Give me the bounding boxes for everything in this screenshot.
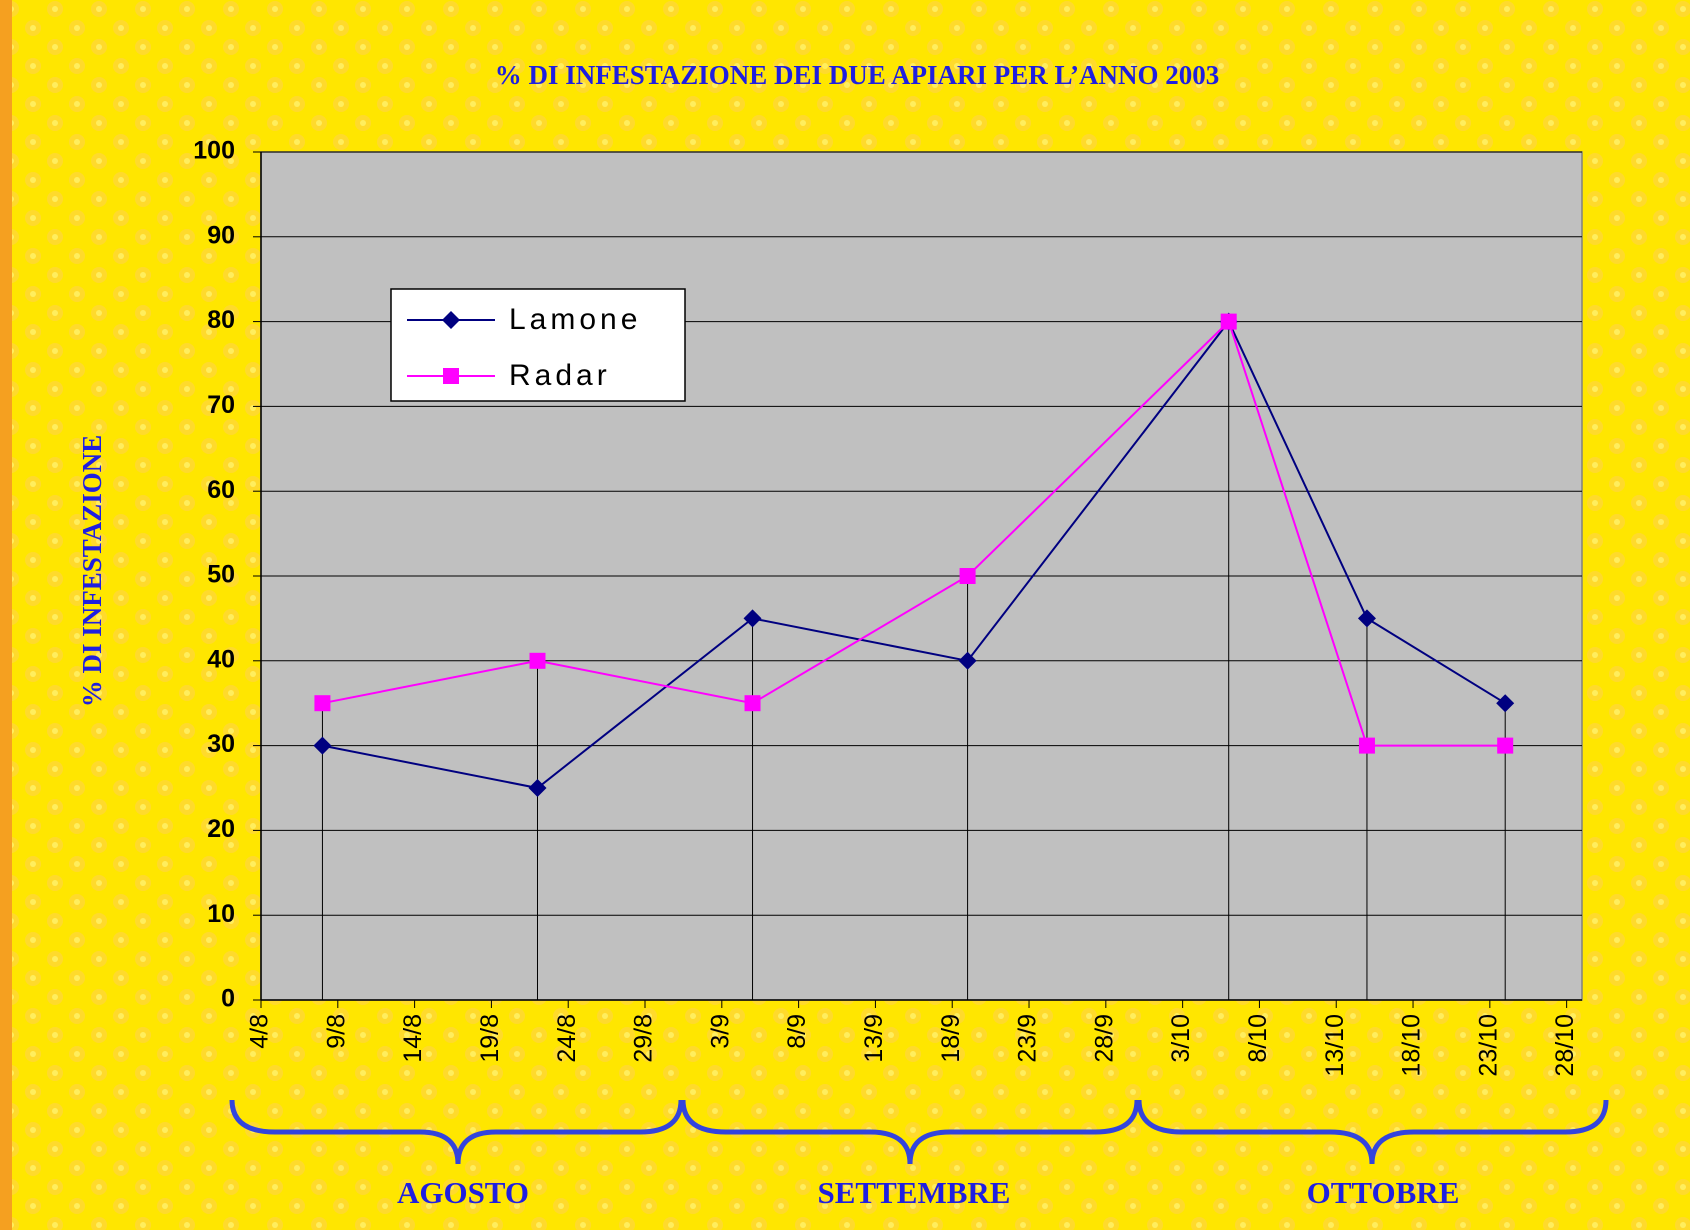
bracket <box>1136 1099 1609 1165</box>
marker <box>743 609 762 628</box>
x-tick-label: 18/9 <box>937 1014 965 1063</box>
bracket <box>680 1099 1140 1165</box>
marker <box>1496 694 1515 713</box>
marker <box>443 368 459 384</box>
marker <box>442 311 460 329</box>
y-tick-label: 70 <box>207 391 235 419</box>
x-tick-label: 23/9 <box>1014 1014 1042 1063</box>
month-label: AGOSTO <box>397 1175 529 1210</box>
marker <box>1358 737 1375 754</box>
marker <box>314 695 331 712</box>
y-tick-label: 80 <box>207 306 235 334</box>
x-tick-label: 13/10 <box>1321 1014 1349 1077</box>
chart-title: % DI INFESTAZIONE DEI DUE APIARI PER L’A… <box>495 60 1220 90</box>
x-tick-label: 8/9 <box>783 1014 811 1049</box>
x-tick-label: 3/9 <box>706 1014 734 1049</box>
x-tick-label: 28/9 <box>1090 1014 1118 1063</box>
marker <box>528 779 547 797</box>
legend-label: Lamone <box>509 303 641 336</box>
y-tick-label: 60 <box>207 476 235 504</box>
x-tick-label: 24/8 <box>553 1014 581 1063</box>
x-tick-label: 13/9 <box>860 1014 888 1063</box>
marker <box>1220 313 1237 330</box>
marker <box>958 651 977 670</box>
x-tick-label: 3/10 <box>1167 1014 1195 1063</box>
x-tick-label: 14/8 <box>399 1014 427 1063</box>
x-tick-label: 28/10 <box>1551 1014 1579 1077</box>
marker <box>529 652 546 669</box>
x-tick-label: 8/10 <box>1244 1014 1272 1063</box>
x-tick-label: 4/8 <box>246 1014 274 1049</box>
marker <box>313 736 332 755</box>
x-tick-label: 18/10 <box>1398 1014 1426 1077</box>
y-tick-label: 40 <box>207 645 235 673</box>
legend-label: Radar <box>509 359 611 392</box>
x-tick-label: 29/8 <box>630 1014 658 1063</box>
month-brackets <box>229 1099 1609 1165</box>
marker <box>1497 737 1514 754</box>
y-tick-label: 50 <box>207 561 235 589</box>
x-tick-label: 23/10 <box>1474 1014 1502 1077</box>
bracket <box>229 1099 684 1165</box>
x-tick-label: 9/8 <box>322 1014 350 1049</box>
y-tick-label: 30 <box>207 730 235 758</box>
marker <box>1357 609 1376 628</box>
marker <box>744 695 761 712</box>
legend-box <box>390 288 686 402</box>
left-border <box>0 0 12 1230</box>
x-tick-label: 19/8 <box>476 1014 504 1063</box>
y-tick-label: 90 <box>207 221 235 249</box>
month-label: OTTOBRE <box>1307 1175 1460 1210</box>
marker <box>959 568 976 584</box>
y-tick-label: 20 <box>207 815 235 843</box>
legend: Lamone Radar <box>390 288 686 402</box>
y-tick-label: 0 <box>221 985 235 1013</box>
month-label: SETTEMBRE <box>818 1175 1011 1210</box>
y-tick-label: 100 <box>193 137 235 165</box>
y-axis-label: % DI INFESTAZIONE <box>77 435 107 708</box>
y-tick-label: 10 <box>207 900 235 928</box>
